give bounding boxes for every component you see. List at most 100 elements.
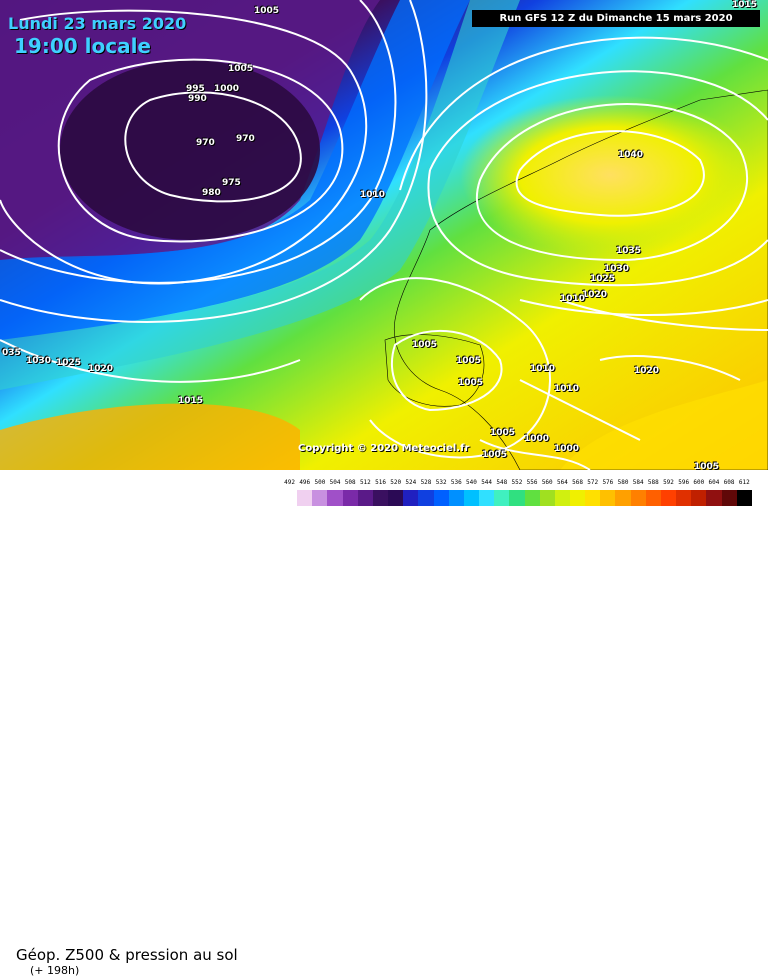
scale-swatch xyxy=(297,490,313,506)
scale-swatch xyxy=(676,490,692,506)
scale-value: 608 xyxy=(723,479,735,486)
scale-value: 512 xyxy=(359,479,371,486)
isobar-label: 1020 xyxy=(582,290,608,300)
scale-value: 508 xyxy=(344,479,356,486)
isobar-high-1025 xyxy=(399,36,768,316)
isobar-label: 970 xyxy=(236,134,255,144)
isobar-label: 1005 xyxy=(228,64,254,74)
color-scale-labels: 492 496 500 504 508 512 516 520 524 528 532 536 540 5… xyxy=(282,479,752,486)
scale-value: 596 xyxy=(678,479,690,486)
scale-swatch xyxy=(721,490,737,506)
scale-value: 564 xyxy=(556,479,568,486)
scale-swatch xyxy=(539,490,555,506)
isobar-label: 1000 xyxy=(524,434,550,444)
isobar-label: 1015 xyxy=(732,0,758,10)
isobar-label: 1005 xyxy=(412,340,438,350)
weather-map xyxy=(0,0,768,470)
scale-value: 540 xyxy=(466,479,477,486)
isobar-1020-west xyxy=(0,339,301,383)
scale-value: 556 xyxy=(526,479,538,486)
scale-value: 536 xyxy=(450,479,462,486)
isobar-1010-west xyxy=(0,0,397,284)
scale-swatch xyxy=(524,490,540,506)
isobar-label: 995 xyxy=(186,84,205,94)
scale-value: 516 xyxy=(375,479,386,486)
isobar-label: 1035 xyxy=(616,246,642,256)
scale-value: 528 xyxy=(420,479,432,486)
isobar-label: 990 xyxy=(188,94,207,104)
scale-value: 592 xyxy=(663,479,674,486)
scale-swatch xyxy=(600,490,616,506)
isobar-label: 1005 xyxy=(490,428,516,438)
scale-value: 604 xyxy=(708,479,720,486)
scale-swatch xyxy=(463,490,480,506)
isobar-label: 1040 xyxy=(618,150,644,160)
isobar-high-1030 xyxy=(427,70,768,287)
isobar-label: 1000 xyxy=(214,84,240,94)
isobar-1005-west xyxy=(0,9,368,285)
isobar-label: 1030 xyxy=(604,264,630,274)
isobar-label: 1005 xyxy=(482,450,508,460)
scale-swatch xyxy=(660,490,677,506)
scale-swatch xyxy=(372,490,389,506)
scale-swatch xyxy=(479,490,495,506)
scale-value: 576 xyxy=(602,479,614,486)
scale-swatch xyxy=(448,490,464,506)
south-east-warm xyxy=(560,380,768,470)
isobar-label: 1020 xyxy=(634,366,660,376)
scale-swatch xyxy=(736,490,752,506)
scale-swatch xyxy=(418,490,434,506)
isobar-label: 1005 xyxy=(694,462,720,472)
isobar-med xyxy=(359,277,551,459)
scale-value: 532 xyxy=(435,479,447,486)
south-warm xyxy=(0,403,300,470)
scale-value: 560 xyxy=(541,479,553,486)
scale-swatch xyxy=(403,490,419,506)
scale-value: 520 xyxy=(390,479,402,486)
scale-value: 580 xyxy=(617,479,629,486)
scale-value: 584 xyxy=(632,479,644,486)
scale-value: 600 xyxy=(693,479,705,486)
low-core xyxy=(60,60,320,240)
forecast-date: Lundi 23 mars 2020 xyxy=(8,14,187,33)
scale-value: 544 xyxy=(481,479,493,486)
scale-swatch xyxy=(509,490,525,506)
isobar-label: 1010 xyxy=(530,364,556,374)
isobar-label: 975 xyxy=(222,178,241,188)
isobar-label: 1025 xyxy=(56,358,82,368)
isobar-label: 1005 xyxy=(456,356,482,366)
isobar-label: 980 xyxy=(202,188,221,198)
model-run-info: Run GFS 12 Z du Dimanche 15 mars 2020 xyxy=(472,10,760,27)
isobar-med-east xyxy=(479,379,641,470)
forecast-time: 19:00 locale xyxy=(14,34,151,58)
scale-swatch xyxy=(554,490,570,506)
isobar-label: 1000 xyxy=(554,444,580,454)
scale-value: 492 xyxy=(284,479,295,486)
isobar-high-1035 xyxy=(475,103,748,262)
scale-swatch xyxy=(327,490,343,506)
iberia-outline xyxy=(384,334,485,407)
isobar-low-outer xyxy=(57,58,344,243)
scale-swatch xyxy=(357,490,373,506)
scale-value: 504 xyxy=(329,479,341,486)
scale-swatch xyxy=(388,490,404,506)
scale-swatch xyxy=(645,490,661,506)
scale-value: 552 xyxy=(511,479,523,486)
isobar-label: 1005 xyxy=(458,378,484,388)
color-scale-bar xyxy=(282,490,752,506)
land-europe xyxy=(393,89,768,470)
isobar-label: 1025 xyxy=(590,274,616,284)
isobar-label: 1010 xyxy=(360,190,386,200)
scale-swatch xyxy=(569,490,586,506)
isobar-label: 035 xyxy=(2,348,21,358)
legend-subtitle: (+ 198h) xyxy=(30,964,80,977)
isobar-label: 1015 xyxy=(178,396,204,406)
isobar-label: 970 xyxy=(196,138,215,148)
isobar-label: 1010 xyxy=(560,294,586,304)
scale-swatch xyxy=(691,490,707,506)
isobar-high-1040 xyxy=(515,130,705,217)
scale-value: 612 xyxy=(738,479,750,486)
scale-swatch xyxy=(615,490,631,506)
scale-value: 572 xyxy=(587,479,599,486)
